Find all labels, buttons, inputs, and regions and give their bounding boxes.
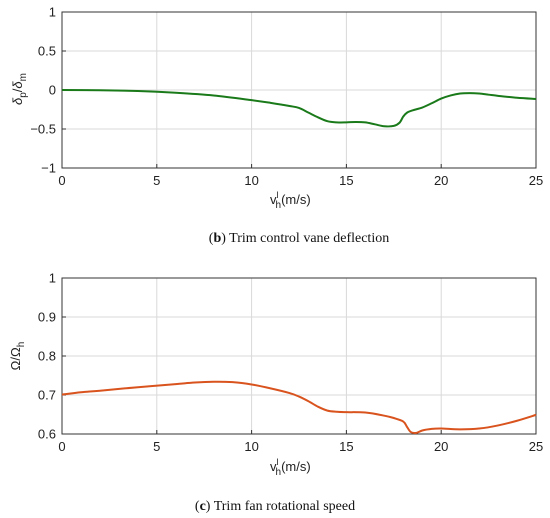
b-y-axis-label: δp/δm — [10, 73, 29, 105]
c-x-tick-label: 20 — [434, 439, 448, 454]
panel-c-chart: 0 5 10 15 20 25 0.6 0.7 0.8 0.9 1 Ω/Ωh vl h(m/s) (… — [8, 271, 543, 515]
b-y-tick-label: 1 — [49, 5, 56, 20]
b-x-tick-label: 10 — [244, 173, 258, 188]
b-y-tick-label: −1 — [41, 161, 56, 176]
c-y-tick-labels: 0.6 0.7 0.8 0.9 1 — [38, 271, 56, 442]
b-x-tick-label: 15 — [339, 173, 353, 188]
b-y-tick-label: −0.5 — [30, 122, 56, 137]
b-y-tick-labels: −1 −0.5 0 0.5 1 — [30, 5, 56, 176]
c-caption: (c) Trim fan rotational speed — [195, 499, 355, 514]
c-x-tick-label: 0 — [58, 439, 65, 454]
b-x-tick-label: 20 — [434, 173, 448, 188]
c-x-tick-label: 25 — [529, 439, 543, 454]
b-x-tick-label: 0 — [58, 173, 65, 188]
b-y-tick-label: 0.5 — [38, 44, 56, 59]
c-gridlines — [61, 277, 537, 435]
c-y-tick-label: 0.9 — [38, 310, 56, 325]
c-x-axis-label: vl h(m/s) — [270, 457, 311, 478]
c-y-axis-label: Ω/Ωh — [8, 342, 27, 371]
b-y-tick-label: 0 — [49, 83, 56, 98]
c-y-tick-label: 0.7 — [38, 388, 56, 403]
panel-b-chart: 0 5 10 15 20 25 −1 −0.5 0 0.5 1 δp/δm vl h(m/s) (b… — [10, 5, 543, 247]
c-x-tick-label: 15 — [339, 439, 353, 454]
c-y-tick-label: 0.6 — [38, 427, 56, 442]
b-caption: (b) Trim control vane deflection — [209, 231, 389, 246]
b-series-line — [61, 89, 537, 128]
c-y-tick-label: 1 — [49, 271, 56, 286]
c-y-tick-label: 0.8 — [38, 349, 56, 364]
b-x-tick-label: 25 — [529, 173, 543, 188]
c-tick-marks — [61, 277, 537, 435]
c-x-tick-label: 5 — [153, 439, 160, 454]
b-x-axis-label: vl h(m/s) — [270, 190, 311, 211]
c-series-line — [61, 380, 537, 434]
b-x-tick-labels: 0 5 10 15 20 25 — [58, 173, 543, 188]
b-tick-marks — [61, 11, 537, 169]
b-x-tick-label: 5 — [153, 173, 160, 188]
c-x-tick-labels: 0 5 10 15 20 25 — [58, 439, 543, 454]
c-x-tick-label: 10 — [244, 439, 258, 454]
